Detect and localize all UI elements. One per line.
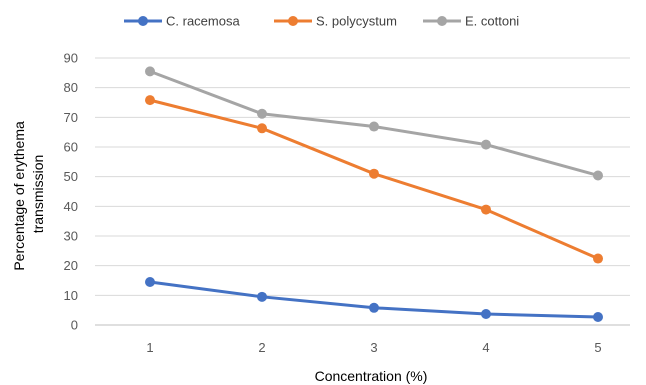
legend-item: E. cottoni [423,14,519,29]
y-tick-label: 80 [64,80,78,95]
gridlines [95,57,630,326]
x-tick-label: 1 [146,340,153,355]
legend: C. racemosa S. polycystum E. cottoni [124,14,519,29]
y-axis-title-line-1: Percentage of erythema [11,121,27,271]
x-axis-title: Concentration (%) [315,368,428,384]
y-axis-title-line-2: transmission [30,155,46,234]
series-0 [145,276,603,322]
data-point [145,66,155,77]
x-tick-label: 3 [370,340,377,355]
y-tick-label: 30 [64,229,78,244]
x-tick-label: 5 [594,340,601,355]
legend-swatch-marker [138,16,148,26]
data-point [369,168,379,179]
series-2 [145,66,603,181]
data-point [593,170,603,181]
data-point [257,123,267,134]
x-tick-label: 4 [482,340,489,355]
data-point [481,139,491,150]
legend-swatch-marker [288,16,298,26]
data-point [369,121,379,132]
y-tick-label: 90 [64,51,78,66]
y-tick-label: 40 [64,199,78,214]
series-lines [145,66,603,322]
x-axis-ticks: 1 2 3 4 5 [146,340,601,355]
data-point [593,253,603,264]
data-point [369,302,379,313]
y-tick-label: 10 [64,288,78,303]
data-point [593,311,603,322]
legend-swatch-marker [437,16,447,26]
data-point [257,291,267,302]
data-point [145,276,155,287]
series-1 [145,95,603,264]
y-tick-label: 70 [64,110,78,125]
data-point [481,204,491,215]
x-tick-label: 2 [258,340,265,355]
y-axis-title: Percentage of erythema transmission [11,117,46,270]
y-tick-label: 0 [71,318,78,333]
y-tick-label: 50 [64,169,78,184]
data-point [145,95,155,106]
legend-label: S. polycystum [316,14,397,29]
data-point [257,108,267,119]
y-tick-label: 20 [64,258,78,273]
y-axis-ticks: 0 10 20 30 40 50 60 70 80 90 [64,51,78,333]
legend-item: C. racemosa [124,14,240,29]
legend-label: E. cottoni [465,14,519,29]
data-point [481,309,491,320]
y-tick-label: 60 [64,140,78,155]
legend-label: C. racemosa [166,14,240,29]
legend-item: S. polycystum [274,14,397,29]
